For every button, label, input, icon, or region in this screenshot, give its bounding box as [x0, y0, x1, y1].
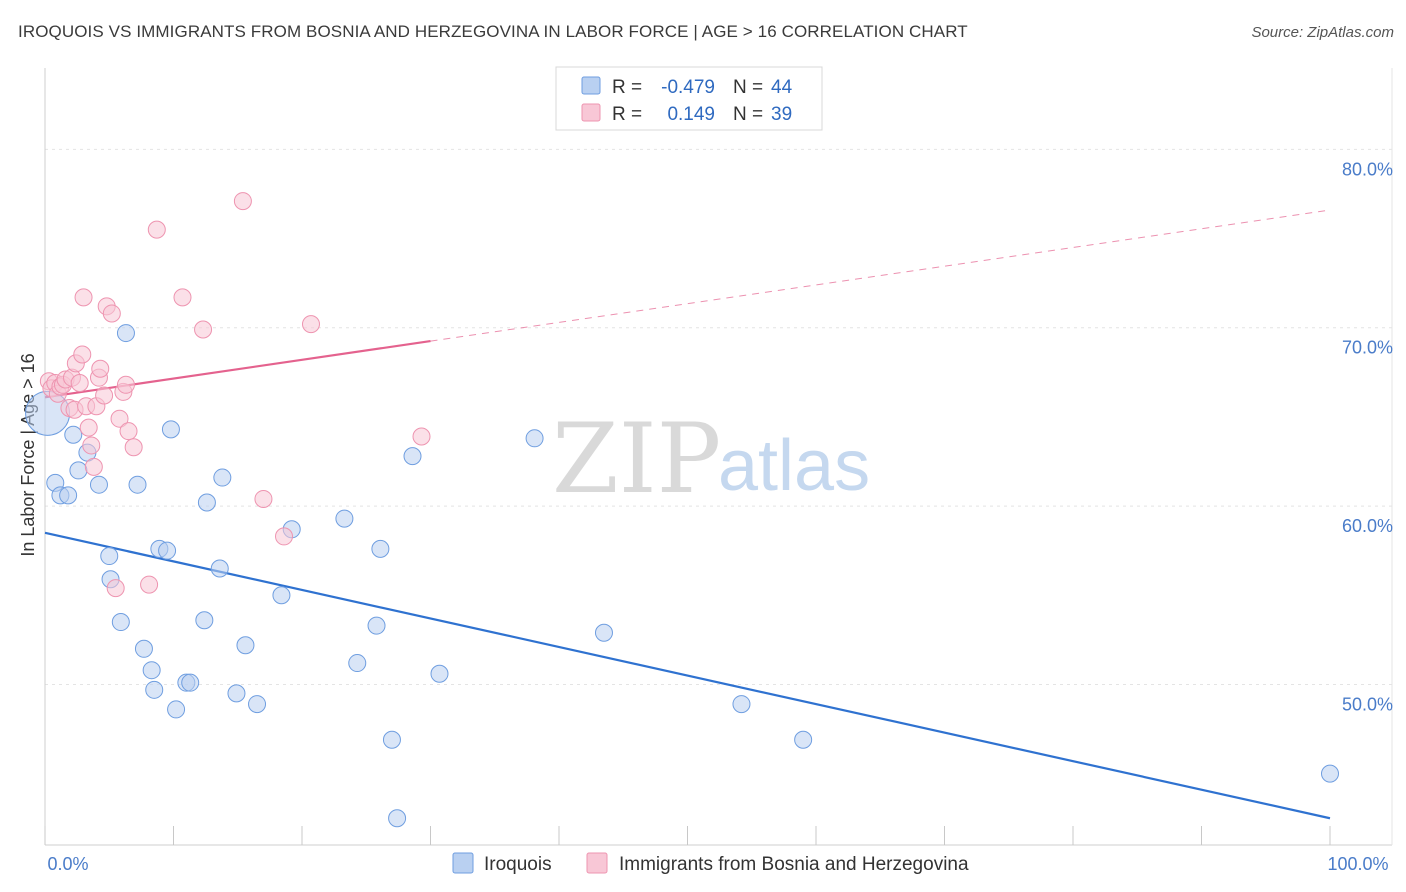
- watermark: ZIP atlas: [552, 403, 870, 515]
- trend-line-dashed-1: [430, 209, 1331, 342]
- legend-r-label-iroquois: R =: [612, 77, 642, 98]
- point-s1-30: [140, 575, 159, 594]
- point-s1-15: [79, 418, 98, 437]
- legend-n-value-bosnia: 39: [771, 104, 792, 125]
- point-s0-23: [197, 493, 216, 512]
- watermark-atlas: atlas: [718, 426, 870, 506]
- point-s1-13: [74, 288, 93, 307]
- series-legend: Iroquois Immigrants from Bosnia and Herz…: [452, 852, 969, 875]
- data-points: [25, 192, 1339, 828]
- point-s0-27: [236, 636, 255, 655]
- point-s0-43: [1321, 764, 1339, 783]
- y-tick-label-60: 60.0%: [1342, 516, 1393, 536]
- point-s0-42: [794, 730, 813, 749]
- trend-line-0: [44, 531, 1331, 820]
- axes: [44, 68, 1393, 846]
- legend-n-label-iroquois: N =: [733, 77, 763, 98]
- point-s0-28: [248, 695, 267, 714]
- gridlines: [45, 148, 1392, 685]
- x-tick-labels: 0.0% 100.0%: [47, 854, 1388, 874]
- point-s1-31: [147, 220, 166, 239]
- point-s0-32: [348, 654, 367, 673]
- point-s0-19: [161, 420, 180, 439]
- point-s0-8: [100, 547, 119, 566]
- point-s1-23: [102, 304, 121, 323]
- point-s1-38: [412, 427, 431, 446]
- legend-r-label-bosnia: R =: [612, 104, 642, 125]
- point-s1-33: [194, 320, 213, 339]
- point-s0-18: [167, 700, 186, 719]
- y-tick-label-80: 80.0%: [1342, 159, 1393, 179]
- point-s1-35: [254, 489, 273, 508]
- point-s0-11: [116, 324, 135, 343]
- point-s0-38: [430, 664, 449, 683]
- source-credit: Source: ZipAtlas.com: [1251, 24, 1394, 41]
- trend-line-solid-1: [44, 340, 431, 399]
- point-s0-12: [128, 475, 147, 494]
- point-s0-34: [371, 539, 390, 558]
- point-s0-39: [525, 429, 544, 448]
- point-s0-35: [382, 730, 401, 749]
- point-s0-10: [111, 613, 130, 632]
- y-tick-label-70: 70.0%: [1342, 338, 1393, 358]
- point-s0-14: [142, 661, 161, 680]
- series-points-0: [25, 324, 1339, 828]
- point-s1-32: [173, 288, 192, 307]
- point-s0-25: [213, 468, 232, 487]
- point-s1-24: [106, 579, 125, 598]
- point-s0-24: [210, 559, 229, 578]
- watermark-zip: ZIP: [552, 403, 721, 515]
- point-s1-17: [84, 457, 103, 476]
- legend-r-value-iroquois: -0.479: [661, 77, 715, 98]
- legend-swatch-iroquois: [581, 76, 601, 95]
- point-s1-29: [124, 438, 143, 457]
- point-s1-12: [73, 345, 92, 364]
- point-s0-31: [335, 509, 354, 528]
- point-s1-16: [82, 436, 101, 455]
- series-legend-swatch-bosnia: [586, 852, 608, 874]
- chart-title: IROQUOIS VS IMMIGRANTS FROM BOSNIA AND H…: [18, 22, 968, 41]
- legend-r-value-bosnia: 0.149: [667, 104, 715, 125]
- point-s0-29: [272, 586, 291, 605]
- point-s0-15: [145, 680, 164, 699]
- x-tick-label-min: 0.0%: [47, 854, 88, 874]
- point-s0-41: [732, 695, 751, 714]
- point-s0-3: [59, 486, 78, 505]
- trend-lines: [44, 209, 1331, 820]
- series-legend-label-iroquois: Iroquois: [484, 854, 552, 875]
- point-s1-21: [95, 386, 114, 405]
- y-tick-label-50: 50.0%: [1342, 694, 1393, 714]
- point-s0-7: [89, 475, 108, 494]
- point-s1-27: [116, 375, 135, 394]
- series-points-1: [39, 192, 431, 598]
- point-s0-17: [158, 541, 177, 560]
- series-legend-swatch-iroquois: [452, 852, 474, 874]
- legend-n-value-iroquois: 44: [771, 77, 793, 98]
- y-tick-labels: 50.0% 60.0% 70.0% 80.0%: [1342, 159, 1393, 714]
- point-s1-36: [275, 527, 294, 546]
- point-s0-26: [227, 684, 246, 703]
- y-axis-label: In Labor Force | Age > 16: [18, 353, 38, 556]
- legend-n-label-bosnia: N =: [733, 104, 763, 125]
- point-s0-33: [367, 616, 386, 635]
- point-s1-25: [110, 409, 129, 428]
- point-s1-28: [119, 422, 138, 441]
- legend-swatch-bosnia: [581, 103, 601, 122]
- point-s1-37: [301, 315, 320, 334]
- point-s0-21: [181, 673, 200, 692]
- point-s0-13: [134, 639, 153, 658]
- point-s1-20: [91, 359, 110, 378]
- point-s0-40: [594, 623, 613, 642]
- x-tick-label-max: 100.0%: [1327, 854, 1388, 874]
- point-s0-37: [403, 447, 422, 466]
- series-legend-label-bosnia: Immigrants from Bosnia and Herzegovina: [619, 854, 969, 875]
- point-s0-5: [69, 461, 88, 480]
- point-s1-11: [70, 374, 89, 393]
- correlation-legend: R = -0.479 N = 44 R = 0.149 N = 39: [555, 66, 823, 131]
- point-s0-22: [195, 611, 214, 630]
- point-s1-34: [233, 192, 252, 211]
- point-s0-4: [64, 425, 83, 444]
- point-s0-36: [388, 809, 407, 828]
